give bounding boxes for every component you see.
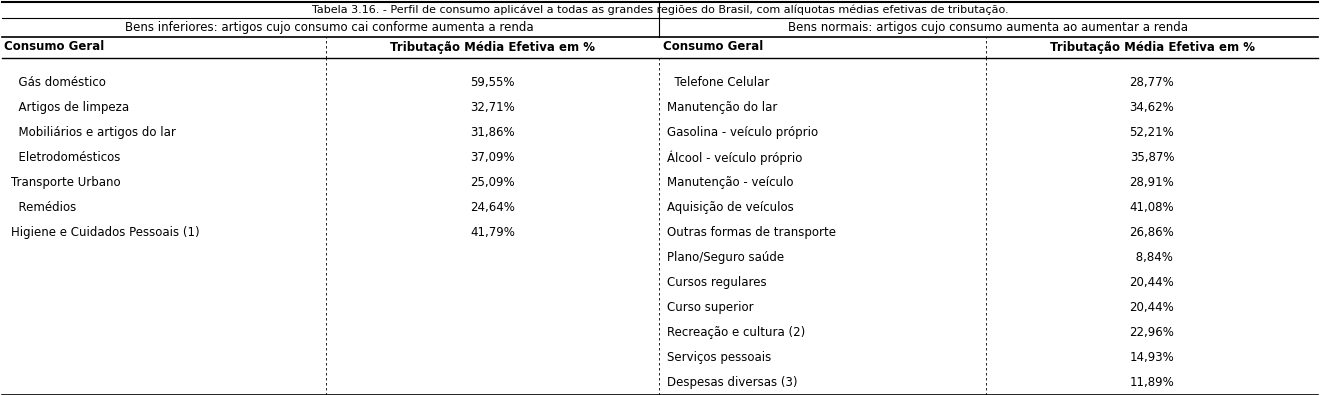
Text: 22,96%: 22,96%	[1130, 326, 1175, 339]
Text: Despesas diversas (3): Despesas diversas (3)	[667, 376, 797, 389]
Text: 26,86%: 26,86%	[1130, 226, 1175, 239]
Text: Tributação Média Efetiva em %: Tributação Média Efetiva em %	[1049, 41, 1254, 53]
Text: 28,91%: 28,91%	[1130, 176, 1175, 189]
Text: Tributação Média Efetiva em %: Tributação Média Efetiva em %	[389, 41, 595, 53]
Text: Tabela 3.16. - Perfil de consumo aplicável a todas as grandes regiões do Brasil,: Tabela 3.16. - Perfil de consumo aplicáv…	[312, 5, 1008, 15]
Text: 20,44%: 20,44%	[1130, 301, 1175, 314]
Text: Plano/Seguro saúde: Plano/Seguro saúde	[667, 251, 784, 264]
Text: 35,87%: 35,87%	[1130, 151, 1175, 164]
Text: 8,84%: 8,84%	[1131, 251, 1172, 264]
Text: 59,55%: 59,55%	[470, 76, 515, 89]
Text: 37,09%: 37,09%	[470, 151, 515, 164]
Text: Serviços pessoais: Serviços pessoais	[667, 351, 771, 364]
Text: Remédios: Remédios	[11, 201, 75, 214]
Text: 41,08%: 41,08%	[1130, 201, 1175, 214]
Text: Gás doméstico: Gás doméstico	[11, 76, 106, 89]
Text: Gasolina - veículo próprio: Gasolina - veículo próprio	[667, 126, 818, 139]
Text: 34,62%: 34,62%	[1130, 101, 1175, 114]
Text: Telefone Celular: Telefone Celular	[667, 76, 770, 89]
Text: Outras formas de transporte: Outras formas de transporte	[667, 226, 836, 239]
Text: 25,09%: 25,09%	[470, 176, 515, 189]
Text: Bens inferiores: artigos cujo consumo cai conforme aumenta a renda: Bens inferiores: artigos cujo consumo ca…	[125, 21, 533, 34]
Text: Mobiliários e artigos do lar: Mobiliários e artigos do lar	[11, 126, 176, 139]
Text: Transporte Urbano: Transporte Urbano	[11, 176, 120, 189]
Text: 31,86%: 31,86%	[470, 126, 515, 139]
Text: 41,79%: 41,79%	[470, 226, 515, 239]
Text: 11,89%: 11,89%	[1130, 376, 1175, 389]
Text: Recreação e cultura (2): Recreação e cultura (2)	[667, 326, 805, 339]
Text: 24,64%: 24,64%	[470, 201, 515, 214]
Text: Aquisição de veículos: Aquisição de veículos	[667, 201, 793, 214]
Text: Manutenção do lar: Manutenção do lar	[667, 101, 777, 114]
Text: Bens normais: artigos cujo consumo aumenta ao aumentar a renda: Bens normais: artigos cujo consumo aumen…	[788, 21, 1188, 34]
Text: 52,21%: 52,21%	[1130, 126, 1175, 139]
Text: Eletrodomésticos: Eletrodomésticos	[11, 151, 120, 164]
Text: 20,44%: 20,44%	[1130, 276, 1175, 289]
Text: Consumo Geral: Consumo Geral	[663, 41, 763, 53]
Text: 14,93%: 14,93%	[1130, 351, 1175, 364]
Text: Álcool - veículo próprio: Álcool - veículo próprio	[667, 150, 803, 165]
Text: 28,77%: 28,77%	[1130, 76, 1175, 89]
Text: Higiene e Cuidados Pessoais (1): Higiene e Cuidados Pessoais (1)	[11, 226, 199, 239]
Text: Artigos de limpeza: Artigos de limpeza	[11, 101, 129, 114]
Text: 32,71%: 32,71%	[470, 101, 515, 114]
Text: Consumo Geral: Consumo Geral	[4, 41, 104, 53]
Text: Cursos regulares: Cursos regulares	[667, 276, 767, 289]
Text: Manutenção - veículo: Manutenção - veículo	[667, 176, 793, 189]
Text: Curso superior: Curso superior	[667, 301, 754, 314]
